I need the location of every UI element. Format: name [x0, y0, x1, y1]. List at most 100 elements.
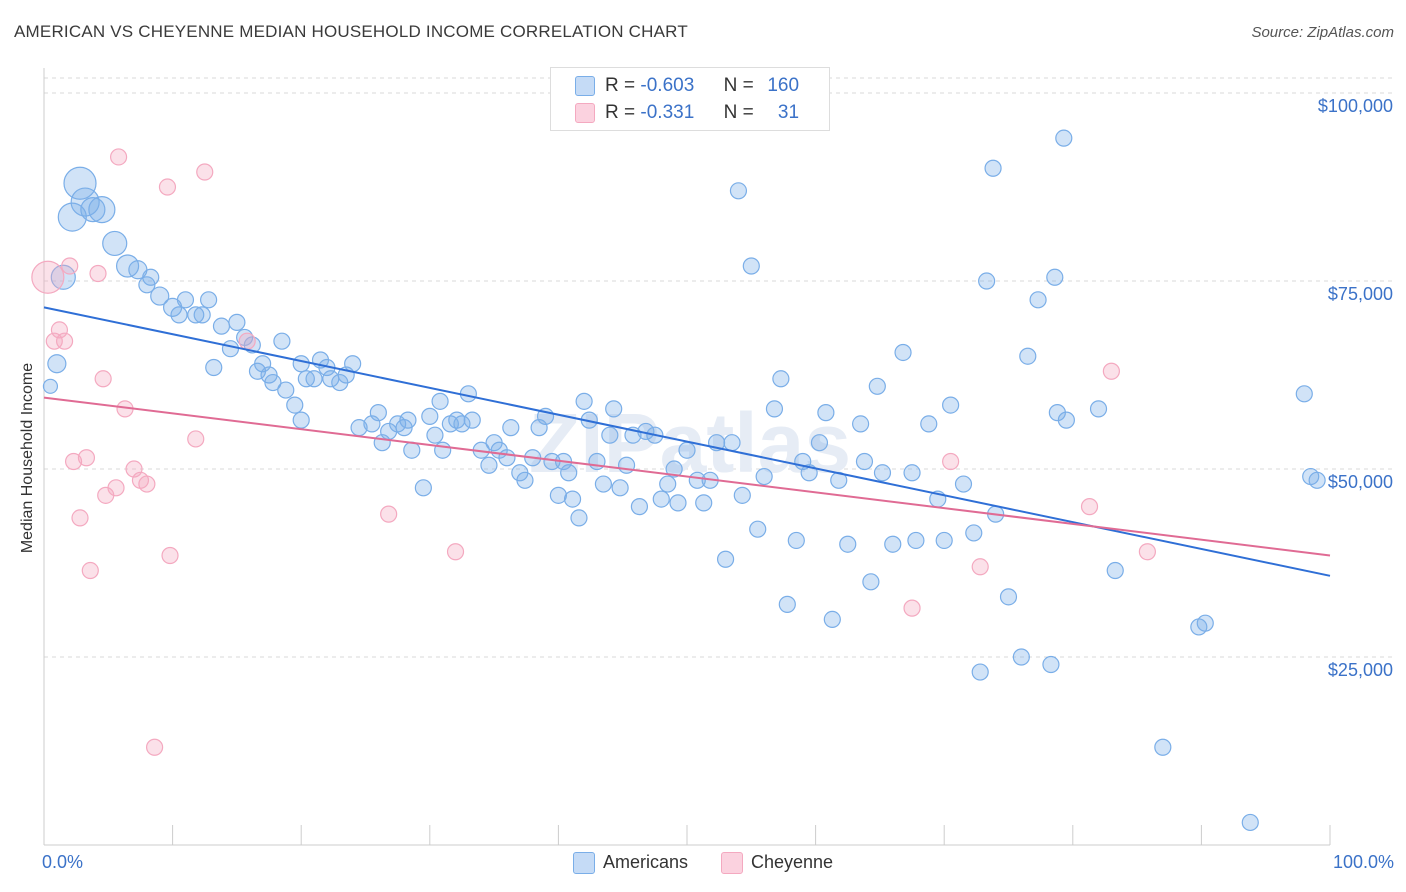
- cheyenne-n-value: 31: [777, 102, 800, 123]
- americans-point: [463, 411, 481, 429]
- legend-row-americans: R = -0.603 N = 160: [575, 75, 799, 99]
- legend-row-cheyenne: R = -0.331 N = 31: [575, 102, 799, 126]
- americans-point: [176, 291, 195, 309]
- americans-point: [765, 400, 784, 418]
- americans-point: [617, 456, 636, 474]
- americans-point: [88, 195, 116, 224]
- americans-r-value: -0.603: [640, 75, 695, 96]
- legend-item-cheyenne: Cheyenne: [720, 852, 834, 875]
- cheyenne-point: [161, 546, 179, 565]
- americans-point: [228, 313, 246, 331]
- cheyenne-point: [971, 558, 989, 576]
- americans-point: [630, 498, 649, 516]
- data-points: [31, 129, 1326, 832]
- americans-point: [498, 449, 516, 467]
- cheyenne-trend-line: [43, 396, 1331, 557]
- americans-point: [733, 486, 751, 504]
- cheyenne-point: [71, 509, 89, 527]
- americans-point: [611, 479, 629, 497]
- x-tick-label-min: 0.0%: [42, 852, 84, 872]
- americans-point: [414, 479, 432, 497]
- cheyenne-point: [61, 257, 79, 275]
- series-legend: Americans Cheyenne: [0, 852, 1406, 875]
- cheyenne-point: [1080, 498, 1099, 516]
- americans-point: [193, 306, 211, 324]
- cheyenne-point: [446, 543, 465, 561]
- americans-point: [563, 490, 582, 508]
- americans-point: [170, 306, 188, 324]
- americans-point: [115, 254, 140, 278]
- americans-point: [212, 317, 231, 335]
- cheyenne-r-value: -0.331: [640, 102, 695, 123]
- americans-point: [1196, 614, 1214, 632]
- americans-point: [42, 378, 59, 394]
- americans-point: [200, 291, 218, 309]
- americans-point: [1241, 813, 1259, 832]
- americans-point: [292, 411, 310, 429]
- americans-point: [884, 535, 902, 553]
- americans-point: [920, 415, 938, 433]
- americans-point: [749, 520, 767, 538]
- cheyenne-point: [64, 452, 83, 471]
- americans-point: [1089, 400, 1108, 418]
- americans-point: [434, 441, 452, 459]
- americans-point: [688, 471, 706, 489]
- americans-point: [1029, 291, 1047, 309]
- americans-point: [187, 306, 205, 324]
- americans-point: [150, 286, 170, 306]
- americans-point: [742, 257, 760, 275]
- americans-point: [862, 573, 880, 591]
- americans-point: [695, 494, 713, 512]
- y-tick-label: $50,000: [1328, 472, 1393, 492]
- americans-point: [305, 370, 323, 388]
- americans-point: [652, 490, 670, 508]
- americans-point: [138, 276, 156, 294]
- americans-point: [729, 182, 748, 200]
- americans-point: [292, 355, 310, 373]
- cheyenne-legend-swatch: [720, 852, 743, 875]
- cheyenne-point: [55, 332, 74, 350]
- americans-point: [935, 531, 953, 550]
- cheyenne-point: [138, 475, 156, 493]
- americans-point: [942, 396, 960, 414]
- y-tick-labels: $25,000 $50,000 $75,000 $100,000: [1318, 96, 1393, 680]
- americans-point: [903, 464, 921, 482]
- americans-point: [47, 354, 67, 374]
- stats-legend: R = -0.603 N = 160 R = -0.331 N = 31: [550, 67, 830, 131]
- cheyenne-point: [187, 430, 205, 448]
- americans-point: [665, 460, 683, 478]
- americans-point: [772, 370, 790, 388]
- americans-point: [659, 475, 677, 493]
- americans-point: [855, 452, 874, 471]
- americans-point: [669, 494, 687, 512]
- americans-point: [1106, 561, 1124, 580]
- americans-point: [63, 166, 97, 200]
- cheyenne-legend-label: Cheyenne: [750, 852, 834, 872]
- americans-point: [601, 426, 619, 444]
- cheyenne-point: [81, 561, 99, 580]
- cheyenne-point: [1102, 362, 1120, 380]
- americans-point: [678, 441, 696, 459]
- americans-point: [907, 531, 925, 550]
- cheyenne-point: [77, 449, 96, 467]
- n-label: N =: [723, 102, 754, 123]
- americans-point: [80, 196, 106, 223]
- americans-point: [852, 415, 870, 433]
- americans-point: [205, 358, 223, 377]
- americans-point: [426, 426, 444, 444]
- americans-point: [403, 441, 421, 459]
- americans-point: [594, 475, 613, 493]
- x-tick-label-max: 100.0%: [1332, 852, 1394, 872]
- americans-legend-label: Americans: [602, 852, 688, 872]
- cheyenne-point: [238, 332, 256, 350]
- americans-swatch: [575, 75, 595, 96]
- cheyenne-point: [1138, 543, 1156, 561]
- americans-point: [999, 588, 1018, 606]
- americans-point: [971, 663, 989, 681]
- americans-point: [369, 404, 387, 422]
- americans-point: [277, 381, 295, 399]
- americans-point: [344, 355, 362, 373]
- americans-point: [273, 332, 291, 350]
- americans-point: [817, 404, 835, 422]
